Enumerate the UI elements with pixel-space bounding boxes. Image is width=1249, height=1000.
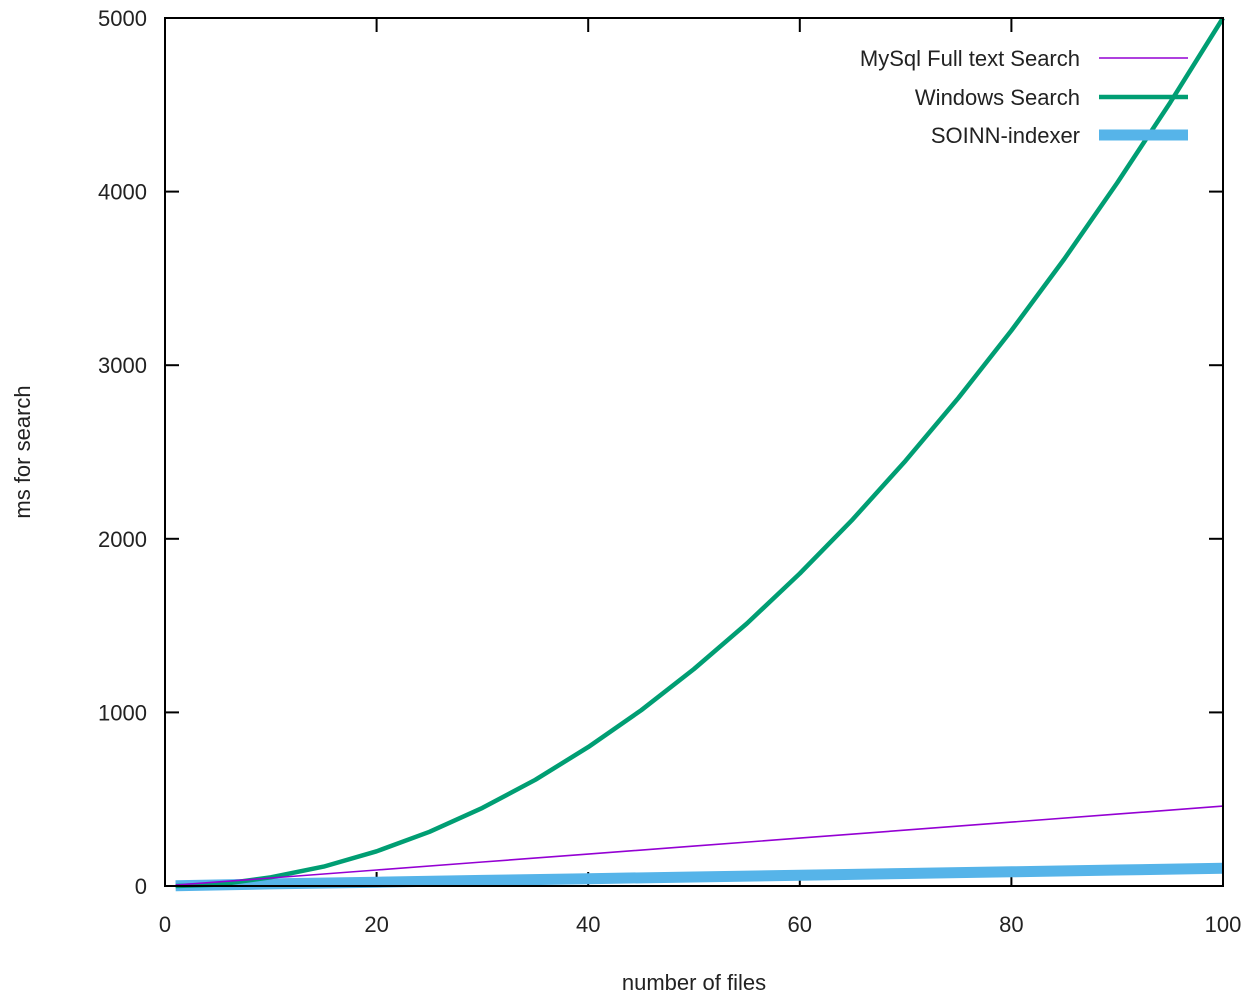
y-tick-label: 2000 bbox=[98, 527, 147, 552]
x-tick-label: 40 bbox=[576, 912, 600, 937]
x-tick-label: 0 bbox=[159, 912, 171, 937]
x-tick-label: 20 bbox=[364, 912, 388, 937]
y-tick-label: 3000 bbox=[98, 353, 147, 378]
plot-frame bbox=[164, 17, 1224, 887]
series-line-mysql-full-text-search bbox=[175, 805, 1224, 886]
legend-entry-label: MySql Full text Search bbox=[860, 46, 1080, 71]
y-tick-label: 5000 bbox=[98, 6, 147, 31]
legend: MySql Full text Search Windows Search SOIN… bbox=[860, 46, 1188, 148]
x-axis-label: number of files bbox=[622, 970, 766, 995]
legend-entry-label: Windows Search bbox=[915, 85, 1080, 110]
y-tick-label: 1000 bbox=[98, 700, 147, 725]
series-line-windows-search bbox=[175, 16, 1225, 889]
y-tick-label: 4000 bbox=[98, 180, 147, 205]
x-tick-label: 100 bbox=[1205, 912, 1242, 937]
legend-entry-label: SOINN-indexer bbox=[931, 123, 1080, 148]
x-tick-label: 60 bbox=[788, 912, 812, 937]
x-tick-label: 80 bbox=[999, 912, 1023, 937]
series-layer bbox=[175, 16, 1225, 892]
series-line-soinn-indexer bbox=[175, 862, 1224, 892]
y-axis-label: ms for search bbox=[10, 385, 35, 518]
y-tick-label: 0 bbox=[135, 874, 147, 899]
